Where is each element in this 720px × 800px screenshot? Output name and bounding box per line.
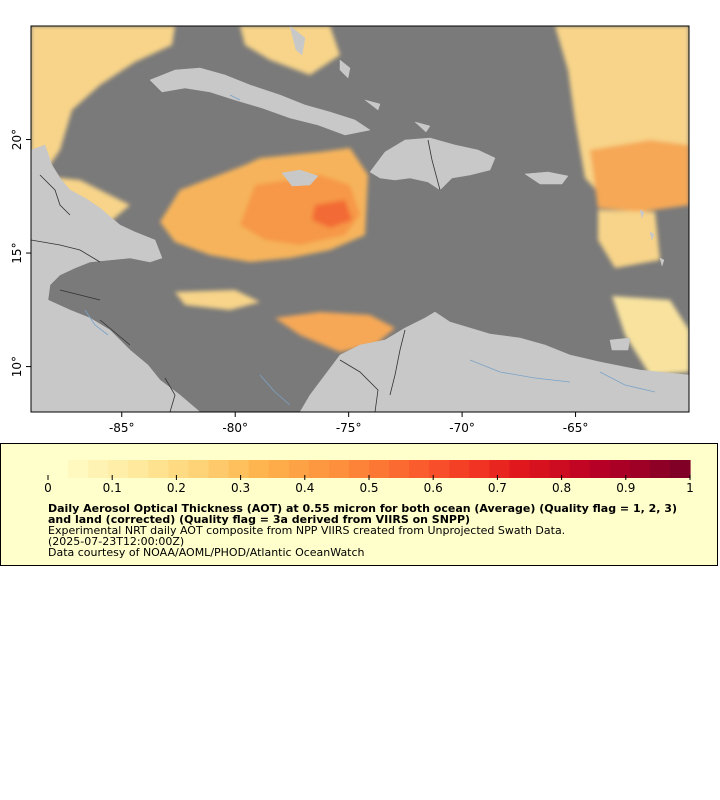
colorbar-swatch (429, 460, 450, 478)
jamaica (281, 169, 319, 187)
legend-description: Experimental NRT daily AOT composite fro… (48, 524, 566, 537)
colorbar-swatch (569, 460, 591, 478)
lon-tick-label: -65° (563, 421, 589, 435)
colorbar-swatch (308, 460, 330, 478)
colorbar-swatch (268, 460, 290, 478)
lon-tick-label: -70° (449, 421, 475, 435)
colorbar-swatch (228, 460, 250, 478)
colorbar-swatch (208, 460, 230, 478)
aot-patch-south-coast (275, 312, 395, 352)
colorbar-swatch (148, 460, 169, 478)
colorbar-tick-label: 0.6 (424, 481, 443, 494)
colorbar-swatch (629, 460, 651, 478)
bahamas (289, 26, 431, 133)
colorbar-swatch (328, 460, 350, 478)
aot-patch-east-mid (598, 210, 660, 268)
colorbar-swatch (469, 460, 490, 478)
colorbar-tick-label: 0.7 (488, 481, 507, 494)
colorbar-swatch (409, 460, 430, 478)
lesser-antilles (639, 209, 665, 267)
aot-patch-east-core (590, 140, 689, 212)
colorbar-tick-label: 0.4 (295, 481, 314, 494)
colorbar-tick-label: 0.8 (552, 481, 571, 494)
colorbar-swatch (248, 460, 270, 478)
colorbar: 0 0.1 0.2 0.3 0.4 0.5 0.6 0.7 0.8 0.9 1 (44, 460, 694, 494)
land-layer (31, 26, 689, 412)
colorbar-tick-label: 0.9 (616, 481, 635, 494)
colorbar-swatch (128, 460, 149, 478)
colorbar-swatch (449, 460, 470, 478)
colorbar-swatch (348, 460, 370, 478)
hispaniola (369, 137, 496, 191)
colorbar-tick-label: 0.5 (359, 481, 378, 494)
colorbar-swatch (549, 460, 571, 478)
aot-patch-south-scatter (175, 290, 260, 310)
cuba (149, 67, 371, 136)
colorbar-swatch (108, 460, 129, 478)
lat-tick-label: 10° (10, 356, 24, 377)
colorbar-swatch (369, 460, 390, 478)
rivers (84, 94, 656, 406)
legend-credit: Data courtesy of NOAA/AOML/PHOD/Atlantic… (48, 546, 365, 559)
lon-tick-label: -85° (109, 421, 135, 435)
colorbar-swatch (188, 460, 210, 478)
lat-tick-label: 15° (10, 242, 24, 263)
country-borders (31, 139, 441, 412)
trinidad (609, 337, 631, 351)
puerto-rico (524, 171, 569, 185)
colorbar-swatch (288, 460, 310, 478)
aot-patch-gulf (31, 26, 175, 172)
lon-tick-label: -80° (222, 421, 248, 435)
colorbar-swatch (48, 460, 69, 478)
colorbar-tick-label: 0.3 (231, 481, 250, 494)
colorbar-swatch (68, 460, 89, 478)
south-america (299, 311, 689, 412)
colorbar-swatch (489, 460, 511, 478)
lon-tick-label: -75° (336, 421, 362, 435)
colorbar-swatch (509, 460, 531, 478)
colorbar-tick-label: 0.1 (103, 481, 122, 494)
colorbar-swatch (649, 460, 671, 478)
colorbar-swatch (88, 460, 109, 478)
aot-patch-hot-spot (312, 200, 352, 228)
axis-ticks: -85° -80° -75° -70° -65° 20° 15° 10° (10, 129, 588, 435)
colorbar-swatch (168, 460, 190, 478)
colorbar-tick-label: 1 (686, 481, 694, 494)
colorbar-tick-label: 0.2 (167, 481, 186, 494)
legend-panel: 0 0.1 0.2 0.3 0.4 0.5 0.6 0.7 0.8 0.9 1 Daily Aero… (0, 443, 718, 566)
lat-tick-label: 20° (10, 129, 24, 150)
aot-patch-east-south (612, 296, 689, 375)
colorbar-swatch (609, 460, 631, 478)
colorbar-swatch (589, 460, 611, 478)
aot-map: -85° -80° -75° -70° -65° 20° 15° 10° (10, 25, 690, 435)
legend-title: Daily Aerosol Optical Thickness (AOT) at… (48, 502, 677, 526)
colorbar-swatch (529, 460, 551, 478)
colorbar-tick-label: 0 (44, 481, 52, 494)
yucatan-central-america (31, 144, 201, 412)
legend-timestamp: (2025-07-23T12:00:00Z) (48, 535, 185, 548)
aot-patch-north-florida (240, 26, 340, 75)
colorbar-swatch (389, 460, 410, 478)
colorbar-swatch (669, 460, 691, 478)
plot-frame (30, 25, 690, 413)
